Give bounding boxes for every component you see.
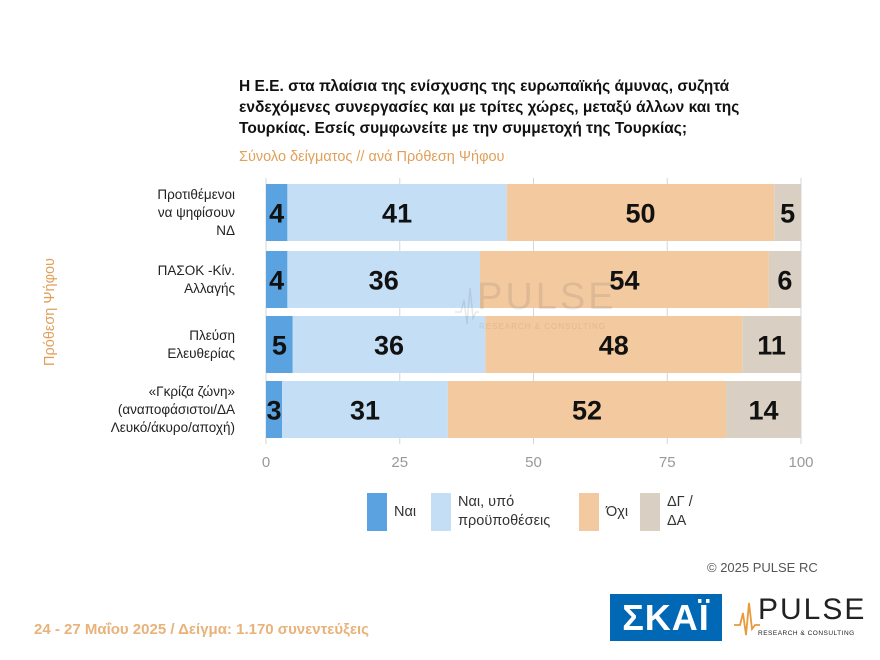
legend-swatch <box>367 493 387 531</box>
data-label: 3 <box>267 396 282 426</box>
data-label: 31 <box>350 396 380 426</box>
data-label: 54 <box>609 266 639 296</box>
pulse-watermark: PULSE RESEARCH & CONSULTING <box>455 276 625 338</box>
data-label: 6 <box>777 266 792 296</box>
legend-swatch <box>640 493 660 531</box>
data-label: 48 <box>599 331 629 361</box>
data-label: 5 <box>272 331 287 361</box>
bar-segment <box>768 251 801 308</box>
category-label: ΠΑΣΟΚ -Κίν. Αλλαγής <box>157 262 235 296</box>
bar-segment <box>480 251 769 308</box>
pulse-logo: PULSE RESEARCH & CONSULTING <box>734 593 864 643</box>
x-tick-label: 0 <box>262 454 270 471</box>
bar-segment <box>287 251 480 308</box>
bar-segment <box>287 184 507 241</box>
data-label: 14 <box>749 396 779 426</box>
skai-logo: ΣΚΑΪ <box>610 594 722 641</box>
legend-label: Όχι <box>606 503 629 520</box>
data-label: 4 <box>269 199 284 229</box>
bar-segment <box>447 381 727 438</box>
x-tick-label: 75 <box>659 454 676 471</box>
category-label: «Γκρίζα ζώνη» (αναποφάσιστοι/ΔΑ Λευκό/άκυρ… <box>110 383 235 435</box>
x-tick-label: 25 <box>391 454 408 471</box>
copyright-text: © 2025 PULSE RC <box>707 560 818 575</box>
data-label: 36 <box>369 266 399 296</box>
data-label: 5 <box>780 199 795 229</box>
data-label: 52 <box>572 396 602 426</box>
bar-segment <box>774 184 801 241</box>
chart-subtitle: Σύνολο δείγματος // ανά Πρόθεση Ψήφου <box>239 149 505 165</box>
legend-swatch <box>431 493 451 531</box>
bar-segment <box>282 381 448 438</box>
bar-segment <box>726 381 801 438</box>
x-tick-label: 50 <box>525 454 542 471</box>
bar-segment <box>485 316 743 373</box>
x-tick-label: 100 <box>788 454 813 471</box>
pulse-wave-icon <box>734 602 760 636</box>
data-label: 41 <box>382 199 412 229</box>
data-label: 11 <box>757 331 786 361</box>
bar-segment <box>266 184 288 241</box>
bar-segment <box>266 381 283 438</box>
bar-segment <box>266 316 293 373</box>
chart-title: Η Ε.Ε. στα πλαίσια της ενίσχυσης της ευρ… <box>239 78 740 137</box>
category-label: Πλεύση Ελευθερίας <box>167 327 235 361</box>
bar-segment <box>742 316 801 373</box>
data-label: 50 <box>625 199 655 229</box>
legend-label: Ναι <box>394 503 417 520</box>
bar-segment <box>266 251 288 308</box>
bar-segment <box>292 316 486 373</box>
survey-footer: 24 - 27 Μαΐου 2025 / Δείγμα: 1.170 συνεν… <box>34 621 369 638</box>
bar-segment <box>506 184 775 241</box>
legend-label: Ναι, υπό προϋποθέσεις <box>458 494 551 529</box>
legend-swatch <box>579 493 599 531</box>
category-label: Προτιθέμενοι να ψηφίσουν ΝΔ <box>157 186 235 238</box>
legend-label: ΔΓ / ΔΑ <box>667 494 693 529</box>
data-label: 4 <box>269 266 284 296</box>
data-label: 36 <box>374 331 404 361</box>
